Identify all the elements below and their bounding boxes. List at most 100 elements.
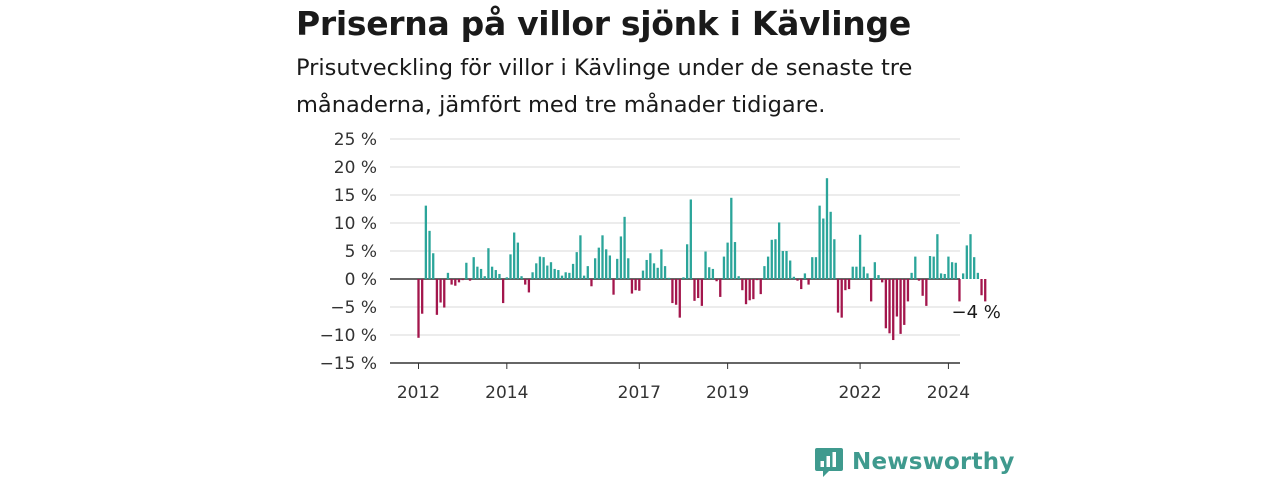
bar xyxy=(667,277,670,279)
bar xyxy=(873,262,876,279)
bar xyxy=(726,242,729,279)
bar xyxy=(454,279,457,286)
bar xyxy=(630,279,634,294)
bar xyxy=(763,266,766,279)
bar xyxy=(689,199,692,279)
bar xyxy=(505,277,508,279)
bar xyxy=(424,205,428,279)
bar xyxy=(593,258,597,279)
x-axis-ticks: 2012 2014 2017 2019 2022 2024 xyxy=(397,363,970,403)
bar xyxy=(858,234,862,279)
bar xyxy=(704,251,707,279)
bar xyxy=(542,257,545,279)
bar xyxy=(877,275,880,279)
bar xyxy=(432,253,435,279)
bar xyxy=(678,279,681,318)
bar xyxy=(560,275,564,279)
bar xyxy=(730,197,733,279)
newsworthy-logo: Newsworthy xyxy=(814,446,1015,478)
y-tick-label: 0 % xyxy=(345,270,377,290)
bar xyxy=(535,263,538,279)
bar xyxy=(553,268,556,279)
bar xyxy=(671,279,674,304)
bar xyxy=(579,235,582,279)
bar xyxy=(546,265,549,279)
bar xyxy=(612,279,615,295)
bar xyxy=(435,279,439,315)
bar xyxy=(943,273,946,279)
bar xyxy=(818,205,821,279)
bar xyxy=(450,279,453,285)
y-tick-label: 5 % xyxy=(345,242,377,262)
bar xyxy=(516,242,520,279)
bar xyxy=(903,279,906,325)
bar xyxy=(855,266,858,279)
bar xyxy=(457,279,461,283)
bar xyxy=(733,242,737,279)
y-tick-label: −15 % xyxy=(320,354,377,374)
y-tick-label: 15 % xyxy=(334,186,377,206)
bar xyxy=(645,259,648,279)
bar xyxy=(682,277,685,279)
bar xyxy=(869,279,873,302)
bar xyxy=(892,279,895,341)
bar xyxy=(663,266,667,279)
bars xyxy=(417,178,987,341)
bar xyxy=(917,279,921,281)
bar xyxy=(851,266,854,279)
bar xyxy=(847,279,851,290)
bar xyxy=(755,279,759,281)
bar xyxy=(549,262,553,279)
bar xyxy=(524,279,527,285)
bar xyxy=(616,258,619,279)
bar xyxy=(829,211,832,279)
bar xyxy=(571,263,575,279)
bar xyxy=(807,279,810,285)
bar xyxy=(638,279,641,291)
bar xyxy=(509,254,512,279)
bar xyxy=(575,252,578,279)
bar xyxy=(439,279,442,303)
bar xyxy=(866,273,869,279)
bar xyxy=(796,279,799,281)
bar xyxy=(494,270,497,279)
bar xyxy=(674,279,678,305)
bar xyxy=(649,253,652,279)
bar xyxy=(468,279,472,281)
bar xyxy=(501,279,505,304)
bar xyxy=(627,258,630,279)
bar xyxy=(479,268,483,279)
bar xyxy=(836,279,840,313)
bar xyxy=(825,178,829,279)
bar xyxy=(608,255,612,279)
bar xyxy=(928,256,932,279)
bar xyxy=(950,262,954,279)
y-tick-label: 20 % xyxy=(334,158,377,178)
bar xyxy=(766,256,770,279)
bar xyxy=(634,279,637,291)
bar xyxy=(472,257,475,279)
bar xyxy=(498,273,501,279)
bar xyxy=(789,260,792,279)
bar xyxy=(605,249,608,279)
bar xyxy=(781,251,784,279)
bar-chart: 25 % 20 % 15 % 10 % 5 % 0 % −5 % −10 % −15 % 201… xyxy=(320,130,1001,403)
bar xyxy=(752,279,755,300)
x-tick-label: 2024 xyxy=(927,383,970,403)
bar xyxy=(840,279,843,318)
bar xyxy=(984,279,987,302)
bar xyxy=(921,279,924,296)
bar xyxy=(822,218,825,279)
bar xyxy=(443,279,446,308)
bar xyxy=(925,279,928,306)
bar xyxy=(586,266,589,279)
last-value-label: −4 % xyxy=(952,302,1001,323)
y-tick-label: 10 % xyxy=(334,214,377,234)
bar xyxy=(884,279,888,329)
bar xyxy=(939,273,943,279)
bar xyxy=(711,268,715,279)
bar xyxy=(785,251,788,279)
bar xyxy=(531,272,534,279)
bar xyxy=(490,266,494,279)
newsworthy-logo-text: Newsworthy xyxy=(852,449,1015,475)
